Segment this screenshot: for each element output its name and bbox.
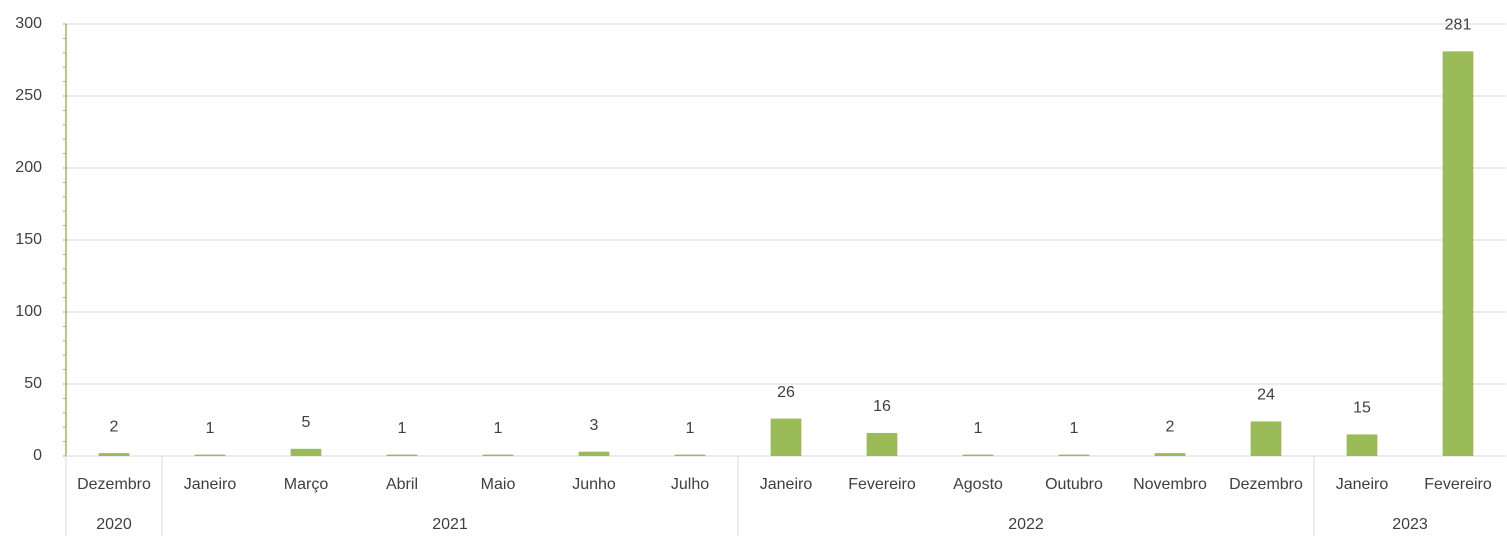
bar xyxy=(578,451,610,456)
y-tick-label: 300 xyxy=(15,15,42,32)
value-label: 1 xyxy=(398,420,407,437)
bar xyxy=(1442,51,1474,457)
value-label: 15 xyxy=(1353,400,1371,417)
y-tick-label: 0 xyxy=(33,447,42,464)
bar xyxy=(674,454,706,456)
bar xyxy=(1058,454,1090,456)
value-label: 16 xyxy=(873,398,891,415)
x-tick-label: Abril xyxy=(386,476,418,493)
bar xyxy=(962,454,994,456)
x-tick-label: Janeiro xyxy=(760,476,813,493)
value-label: 3 xyxy=(590,417,599,434)
value-label: 281 xyxy=(1445,17,1472,34)
x-tick-label: Agosto xyxy=(953,476,1003,493)
bar xyxy=(1154,453,1186,456)
bar xyxy=(1346,434,1378,456)
value-label: 1 xyxy=(206,420,215,437)
value-label: 24 xyxy=(1257,387,1275,404)
group-label: 2020 xyxy=(96,516,132,533)
value-label: 1 xyxy=(974,420,983,437)
x-tick-label: Janeiro xyxy=(1336,476,1389,493)
y-tick-label: 50 xyxy=(24,375,42,392)
value-label: 2 xyxy=(1166,418,1175,435)
x-tick-label: Julho xyxy=(671,476,709,493)
x-tick-label: Março xyxy=(284,476,329,493)
x-tick-label: Fevereiro xyxy=(1424,476,1492,493)
x-tick-label: Novembro xyxy=(1133,476,1207,493)
value-label: 2 xyxy=(110,418,119,435)
y-tick-label: 200 xyxy=(15,159,42,176)
bar xyxy=(290,448,322,456)
x-tick-label: Dezembro xyxy=(77,476,151,493)
x-tick-label: Fevereiro xyxy=(848,476,916,493)
x-tick-label: Janeiro xyxy=(184,476,237,493)
x-tick-label: Maio xyxy=(481,476,516,493)
bar xyxy=(770,418,802,456)
value-label: 1 xyxy=(494,420,503,437)
value-label: 1 xyxy=(686,420,695,437)
group-label: 2021 xyxy=(432,516,468,533)
bar xyxy=(1250,421,1282,456)
bar xyxy=(482,454,514,456)
bar xyxy=(866,432,898,456)
x-tick-label: Dezembro xyxy=(1229,476,1303,493)
bar xyxy=(386,454,418,456)
y-tick-label: 250 xyxy=(15,87,42,104)
x-tick-label: Junho xyxy=(572,476,616,493)
value-label: 5 xyxy=(302,414,311,431)
group-label: 2023 xyxy=(1392,516,1428,533)
y-tick-label: 150 xyxy=(15,231,42,248)
value-label: 1 xyxy=(1070,420,1079,437)
group-label: 2022 xyxy=(1008,516,1044,533)
bar xyxy=(194,454,226,456)
x-tick-label: Outubro xyxy=(1045,476,1103,493)
value-label: 26 xyxy=(777,384,795,401)
y-tick-label: 100 xyxy=(15,303,42,320)
bar xyxy=(98,453,130,456)
